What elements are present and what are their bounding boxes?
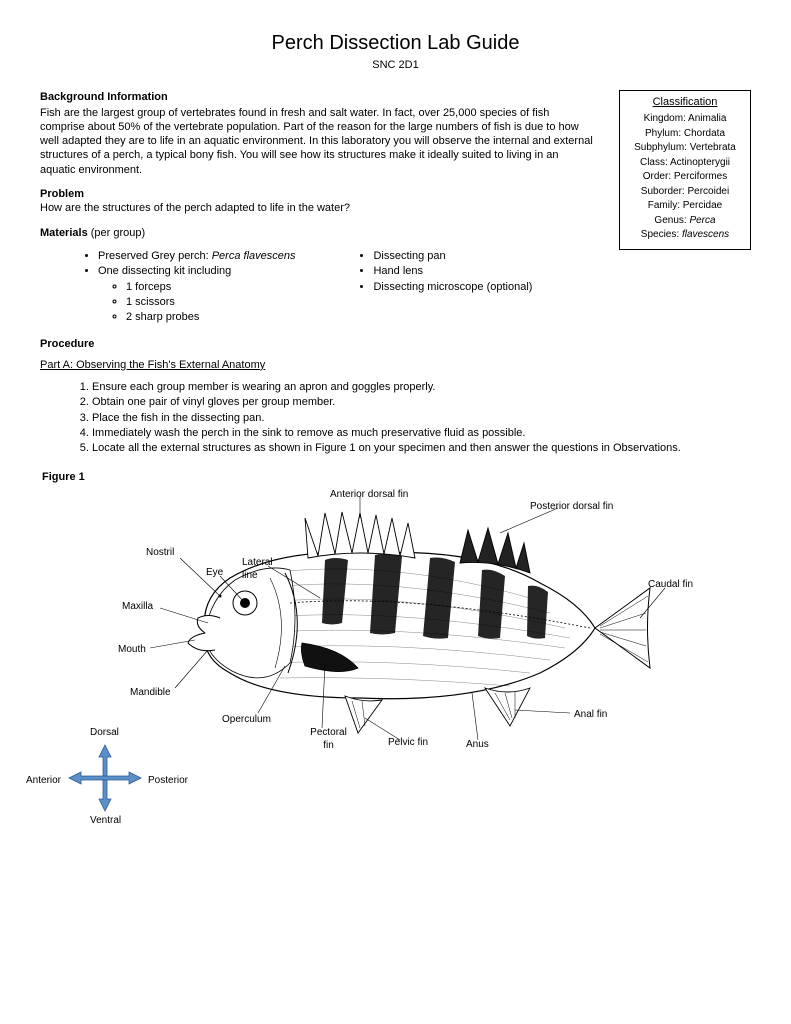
problem-section: Problem How are the structures of the pe…: [40, 187, 595, 216]
materials-item: Preserved Grey perch: Perca flavescens: [98, 249, 295, 263]
procedure-steps: Ensure each group member is wearing an a…: [40, 380, 751, 455]
label-anal-fin: Anal fin: [574, 708, 607, 721]
background-section: Background Information Fish are the larg…: [40, 90, 595, 177]
materials-col2: Dissecting pan Hand lens Dissecting micr…: [355, 248, 532, 325]
classification-row: Class: Actinopterygii: [628, 156, 742, 171]
materials-subitem: 1 forceps: [126, 280, 295, 294]
problem-text: How are the structures of the perch adap…: [40, 201, 595, 215]
label-anus: Anus: [466, 738, 489, 751]
materials-subitem: 1 scissors: [126, 295, 295, 309]
classification-row: Subphylum: Vertebrata: [628, 141, 742, 156]
page-subtitle: SNC 2D1: [40, 58, 751, 72]
label-pectoral-fin: Pectoral fin: [306, 726, 351, 752]
classification-genus: Genus: Perca: [628, 214, 742, 229]
label-lateral-line: Lateral line: [242, 556, 282, 582]
compass-dorsal: Dorsal: [90, 726, 119, 739]
label-operculum: Operculum: [222, 713, 271, 726]
compass-ventral: Ventral: [90, 814, 121, 827]
compass-posterior: Posterior: [148, 774, 188, 787]
materials-columns: Preserved Grey perch: Perca flavescens O…: [80, 248, 751, 325]
procedure-section: Procedure Part A: Observing the Fish's E…: [40, 337, 751, 455]
procedure-step: Ensure each group member is wearing an a…: [92, 380, 751, 394]
label-mouth: Mouth: [118, 643, 146, 656]
label-maxilla: Maxilla: [122, 600, 153, 613]
classification-row: Phylum: Chordata: [628, 127, 742, 142]
fish-diagram: [90, 488, 690, 768]
compass-arrows-icon: [65, 743, 145, 813]
classification-box: Classification Kingdom: Animalia Phylum:…: [619, 90, 751, 249]
materials-item: Dissecting microscope (optional): [373, 280, 532, 294]
compass-anterior: Anterior: [26, 774, 61, 787]
classification-row: Family: Percidae: [628, 199, 742, 214]
label-pelvic-fin: Pelvic fin: [388, 736, 428, 749]
materials-note: (per group): [88, 227, 145, 239]
materials-heading: Materials: [40, 227, 88, 239]
problem-heading: Problem: [40, 188, 84, 200]
classification-row: Order: Perciformes: [628, 170, 742, 185]
procedure-heading: Procedure: [40, 337, 751, 351]
label-anterior-dorsal-fin: Anterior dorsal fin: [330, 488, 408, 501]
materials-item: Dissecting pan: [373, 249, 532, 263]
label-posterior-dorsal-fin: Posterior dorsal fin: [530, 500, 613, 513]
label-caudal-fin: Caudal fin: [648, 578, 693, 591]
materials-subitem: 2 sharp probes: [126, 310, 295, 324]
classification-row: Suborder: Percoidei: [628, 185, 742, 200]
label-mandible: Mandible: [130, 686, 171, 699]
materials-col1: Preserved Grey perch: Perca flavescens O…: [80, 248, 295, 325]
procedure-step: Immediately wash the perch in the sink t…: [92, 426, 751, 440]
top-section: Classification Kingdom: Animalia Phylum:…: [40, 90, 751, 240]
background-heading: Background Information: [40, 91, 168, 103]
procedure-step: Obtain one pair of vinyl gloves per grou…: [92, 395, 751, 409]
figure-1: Anterior dorsal fin Posterior dorsal fin…: [30, 488, 730, 788]
procedure-step: Locate all the external structures as sh…: [92, 441, 751, 455]
page-title: Perch Dissection Lab Guide: [40, 30, 751, 56]
materials-item: One dissecting kit including 1 forceps 1…: [98, 264, 295, 324]
classification-heading: Classification: [628, 95, 742, 111]
background-text: Fish are the largest group of vertebrate…: [40, 106, 595, 177]
figure-label: Figure 1: [42, 470, 751, 484]
materials-item: Hand lens: [373, 264, 532, 278]
classification-row: Kingdom: Animalia: [628, 112, 742, 127]
procedure-step: Place the fish in the dissecting pan.: [92, 411, 751, 425]
label-eye: Eye: [206, 566, 223, 579]
procedure-part-a: Part A: Observing the Fish's External An…: [40, 358, 751, 372]
label-nostril: Nostril: [146, 546, 174, 559]
orientation-compass: Dorsal Ventral Anterior Posterior: [30, 718, 180, 828]
classification-species: Species: flavescens: [628, 228, 742, 243]
